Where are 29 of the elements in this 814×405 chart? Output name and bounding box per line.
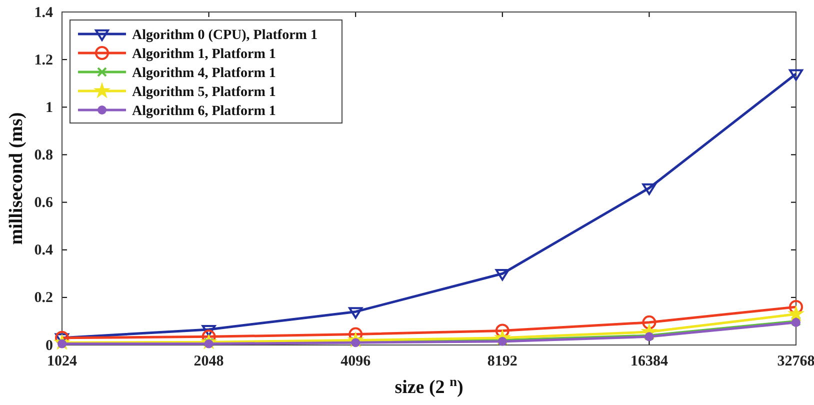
legend-label: Algorithm 4, Platform 1	[132, 66, 276, 81]
x-tick-label: 4096	[340, 354, 372, 370]
point	[55, 330, 69, 345]
x-tick-label: 16384	[630, 354, 668, 370]
legend-label: Algorithm 0 (CPU), Platform 1	[132, 28, 318, 43]
y-tick-label: 0.2	[34, 290, 53, 306]
x-tick-label: 8192	[487, 354, 518, 370]
y-tick-label: 0.8	[34, 148, 53, 164]
point	[789, 69, 803, 81]
point	[202, 324, 216, 337]
y-tick-label: 0	[46, 338, 53, 354]
y-tick-label: 0.4	[34, 242, 54, 259]
y-tick-label: 1.4	[34, 4, 54, 21]
point	[348, 307, 363, 319]
x-axis-title: size (2 $^{n}$)	[394, 374, 464, 398]
x-tick-label: 1024	[47, 354, 78, 370]
x-tick-label: 32768	[777, 354, 814, 370]
point	[642, 183, 656, 196]
point	[642, 315, 656, 330]
point	[787, 305, 805, 322]
y-axis-title: millisecond (ms)	[6, 112, 27, 245]
y-tick-label: 1	[46, 100, 53, 116]
legend-label: Algorithm 5, Platform 1	[132, 85, 276, 100]
legend-label: Algorithm 6, Platform 1	[132, 104, 276, 119]
legend-label: Algorithm 1, Platform 1	[132, 47, 276, 62]
point	[495, 269, 510, 281]
y-tick-label: 1.2	[34, 52, 53, 68]
y-tick-label: 0.6	[34, 195, 54, 212]
x-tick-label: 2048	[194, 354, 224, 370]
